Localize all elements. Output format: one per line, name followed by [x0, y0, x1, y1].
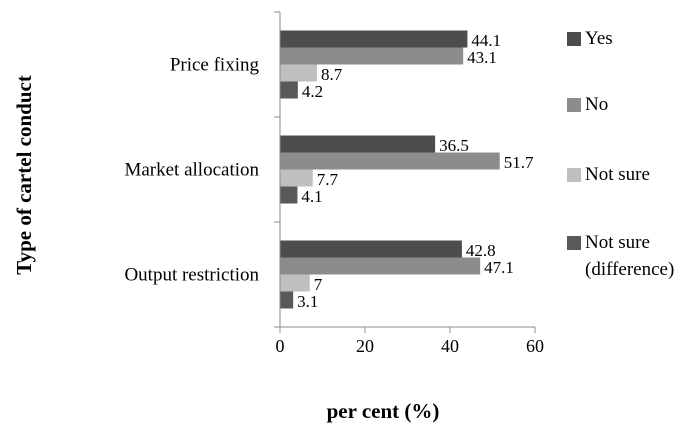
x-tick-label: 0 [276, 336, 285, 356]
bar [280, 135, 436, 153]
bar-value-label: 43.1 [467, 48, 497, 67]
plot-area: 44.143.1 8.74.2 36.5 51.7 7.74.1 42.847.1 73.1… [124, 11, 544, 356]
value-labels-group: 44.143.1 8.74.2 36.5 51.7 7.74.1 42.847.1 73.1 [297, 31, 534, 311]
legend-swatch [567, 168, 581, 182]
legend-swatch [567, 236, 581, 250]
bar [280, 152, 500, 170]
legend: Yes No Not sure Not sure (difference) [567, 28, 674, 280]
legend-label: Yes [585, 28, 613, 49]
bar [280, 30, 468, 48]
y-axis-title: Type of cartel conduct [12, 75, 36, 275]
legend-label: Not sure [585, 164, 650, 185]
x-ticks-group: 0 20 40 60 [276, 327, 544, 356]
legend-label: (difference) [585, 259, 674, 280]
bar-value-label: 36.5 [439, 136, 469, 155]
bar [280, 64, 317, 82]
bar [280, 186, 298, 204]
legend-swatch [567, 98, 581, 112]
bar [280, 257, 481, 275]
bar-value-label: 4.1 [301, 187, 322, 206]
bar [280, 240, 462, 258]
legend-label: Not sure [585, 232, 650, 253]
bars-group [280, 30, 500, 309]
bar-value-label: 44.1 [471, 31, 501, 50]
bar [280, 47, 464, 65]
y-ticks-group [274, 11, 280, 328]
bar-value-label: 51.7 [504, 153, 534, 172]
bar-value-label: 4.2 [302, 82, 323, 101]
bar-value-label: 3.1 [297, 292, 318, 311]
bar [280, 291, 294, 309]
x-tick-label: 40 [441, 336, 459, 356]
bar-value-label: 7 [314, 275, 323, 294]
category-label: Price fixing [170, 55, 260, 76]
x-tick-label: 60 [526, 336, 544, 356]
bar [280, 169, 313, 187]
x-tick-label: 20 [356, 336, 374, 356]
bar [280, 81, 298, 99]
x-axis-title: per cent (%) [327, 399, 440, 423]
legend-label: No [585, 94, 608, 115]
bar [280, 274, 310, 292]
bar-value-label: 42.8 [466, 241, 496, 260]
legend-swatch [567, 32, 581, 46]
bar-value-label: 47.1 [484, 258, 514, 277]
category-label: Market allocation [124, 160, 259, 181]
bar-value-label: 7.7 [317, 170, 339, 189]
category-labels-group: Price fixing Market allocation Output rest… [124, 55, 259, 286]
bar-value-label: 8.7 [321, 65, 343, 84]
category-label: Output restriction [124, 265, 259, 286]
